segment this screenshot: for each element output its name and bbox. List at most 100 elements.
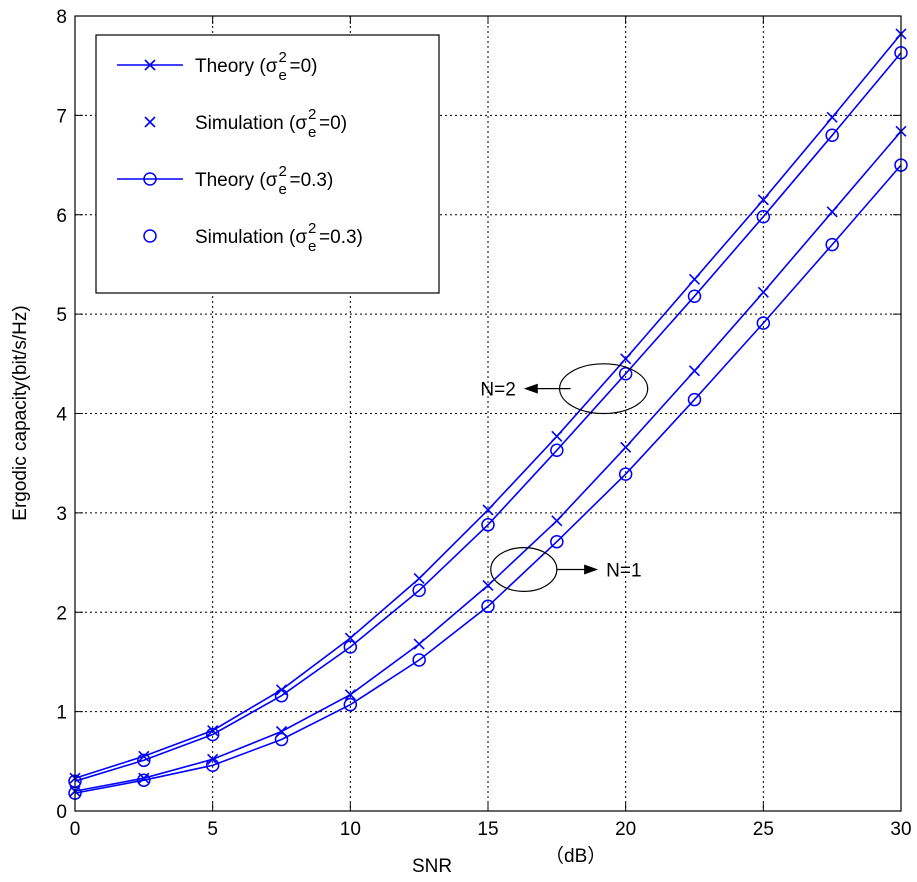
series-n2-x [69, 28, 907, 784]
cross-stroke [207, 724, 219, 737]
cross-stroke [144, 59, 156, 71]
data-point [620, 353, 632, 365]
data-point [274, 688, 289, 703]
legend-box [95, 34, 440, 294]
data-point [205, 758, 220, 773]
y-tick-label: 8 [56, 7, 67, 28]
data-point [343, 697, 358, 712]
cross-stroke [482, 504, 494, 516]
data-point [413, 572, 425, 585]
y-tick-label: 1 [56, 703, 67, 724]
legend-label: Simulation (σ2 e =0) [195, 106, 347, 141]
cross-stroke [413, 638, 425, 650]
data-point [756, 209, 771, 224]
x-tick-label: 5 [207, 819, 218, 840]
cross-stroke [620, 353, 632, 365]
data-point [343, 640, 358, 654]
annotation-arrow-head [523, 383, 538, 394]
legend-label: Theory (σ2 e =0) [195, 49, 317, 84]
data-point [344, 689, 356, 701]
data-point [412, 583, 426, 598]
x-tick-label: 10 [340, 819, 361, 840]
legend-marker [143, 229, 157, 243]
data-point [413, 638, 425, 650]
data-point [618, 367, 633, 381]
axis-ticks: 0 5 10 15 20 25 30 0 1 2 3 4 5 6 7 8 [56, 7, 911, 840]
data-point [550, 534, 564, 549]
data-point [687, 392, 702, 407]
data-point [481, 518, 495, 532]
data-point [412, 653, 426, 667]
legend-entry: Simulation (σ2 e =0) [144, 106, 347, 141]
legend-marker [144, 59, 156, 71]
data-point [207, 724, 219, 737]
y-axis-label: Ergodic capacity(bit/s/Hz) [10, 305, 31, 520]
data-point [551, 430, 563, 442]
cross-stroke [551, 430, 563, 442]
x-tick-label: 25 [753, 819, 774, 840]
legend-entry: Theory (σ2 e =0) [117, 49, 317, 84]
data-point [756, 316, 771, 330]
cross-stroke [344, 689, 356, 701]
cross-stroke [757, 286, 769, 298]
annotation-label: N=1 [606, 561, 641, 582]
cross-stroke [551, 515, 563, 527]
x-tick-label: 30 [890, 819, 911, 840]
cross-stroke [826, 111, 838, 123]
cross-stroke [144, 116, 156, 128]
data-point [825, 237, 839, 252]
x-tick-label: 20 [615, 819, 636, 840]
y-tick-label: 4 [56, 405, 67, 426]
series-line [74, 52, 902, 782]
y-tick-label: 3 [56, 504, 67, 525]
series-line [74, 164, 902, 794]
data-point [137, 753, 151, 768]
cross-stroke [826, 206, 838, 218]
y-tick-label: 6 [56, 206, 67, 227]
data-point [757, 194, 769, 206]
y-tick-label: 0 [56, 802, 67, 823]
data-point [482, 579, 494, 591]
cross-stroke [620, 441, 632, 453]
data-point [137, 773, 151, 787]
data-point [687, 289, 702, 303]
annotations: N=2 N=1 [480, 363, 649, 592]
annotation-arrow-head [584, 564, 599, 575]
data-point [688, 365, 701, 377]
y-tick-label: 7 [56, 106, 67, 127]
cross-stroke [688, 273, 701, 285]
legend-marker [144, 116, 156, 128]
legend: Theory (σ2 e =0) Simulation (σ2 e =0) Theory (… [95, 34, 440, 294]
data-point [825, 128, 839, 142]
cross-stroke [688, 365, 701, 377]
data-point [620, 441, 632, 453]
data-point [205, 727, 220, 742]
cross-stroke [757, 194, 769, 206]
legend-entry: Theory (σ2 e =0.3) [117, 163, 333, 198]
x-axis-unit: （dB） [545, 845, 606, 867]
legend-entry: Simulation (σ2 e =0.3) [143, 220, 363, 255]
legend-marker [143, 172, 157, 186]
legend-label: Theory (σ2 e =0.3) [195, 163, 333, 198]
cross-stroke [482, 579, 494, 591]
data-point [550, 443, 564, 458]
y-tick-label: 2 [56, 603, 67, 624]
x-tick-label: 0 [70, 819, 81, 840]
x-axis-label: SNR [412, 856, 452, 877]
series-n2-o [68, 46, 908, 788]
curves [68, 28, 908, 800]
annotation-label: N=2 [480, 380, 515, 401]
data-point [551, 515, 563, 527]
cross-stroke [413, 572, 425, 585]
x-tick-label: 15 [477, 819, 498, 840]
data-point [757, 286, 769, 298]
legend-label: Simulation (σ2 e =0.3) [195, 220, 363, 255]
data-point [274, 732, 289, 747]
y-tick-label: 5 [56, 305, 67, 326]
data-point [826, 111, 838, 123]
data-point [481, 599, 495, 614]
cross-stroke [138, 750, 150, 762]
data-point [688, 273, 701, 285]
data-point [618, 467, 633, 481]
